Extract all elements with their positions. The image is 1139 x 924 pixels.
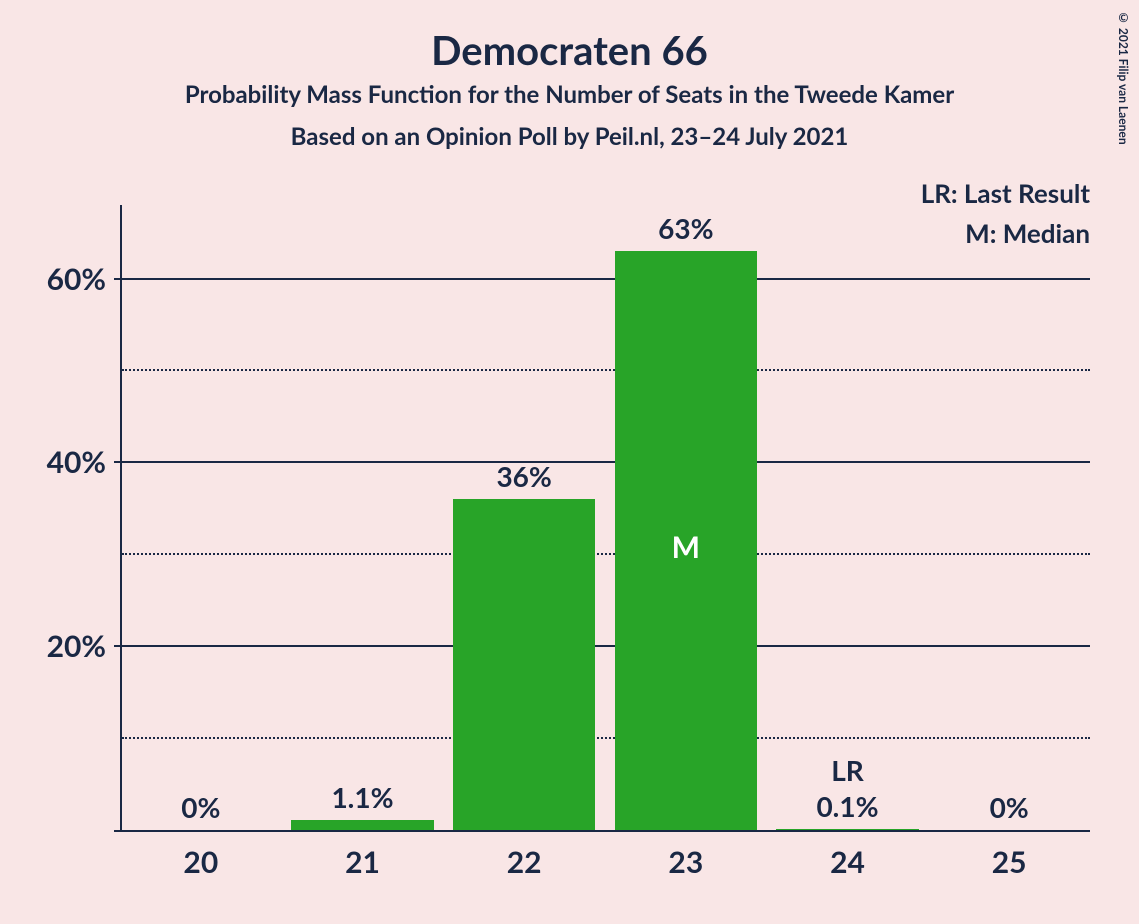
last-result-marker: LR xyxy=(831,753,864,787)
x-axis-label: 22 xyxy=(507,844,542,880)
gridline-major xyxy=(122,461,1090,463)
bar: 0.1%LR xyxy=(776,829,918,830)
gridline-minor xyxy=(122,737,1090,739)
y-axis-label: 20% xyxy=(47,628,106,664)
bar-value-label: 0.1% xyxy=(816,789,878,823)
y-tick xyxy=(114,645,120,647)
bar-value-label: 1.1% xyxy=(331,780,393,814)
y-axis-label: 60% xyxy=(47,261,106,297)
chart-subtitle-1: Probability Mass Function for the Number… xyxy=(0,80,1139,109)
x-axis xyxy=(114,830,1090,832)
median-marker: M xyxy=(672,529,700,565)
bar: 1.1% xyxy=(291,820,433,830)
x-axis-label: 21 xyxy=(345,844,380,880)
x-axis-label: 23 xyxy=(668,844,703,880)
chart-title: Democraten 66 xyxy=(0,26,1139,74)
gridline-major xyxy=(122,278,1090,280)
bar: 63%M xyxy=(615,251,757,830)
legend-lr: LR: Last Result xyxy=(921,177,1090,209)
y-axis-label: 40% xyxy=(47,444,106,480)
x-axis-label: 25 xyxy=(992,844,1027,880)
gridline-minor xyxy=(122,369,1090,371)
chart-plot-area: LR: Last Result M: Median 20%40%60%0%201… xyxy=(120,205,1090,830)
bar: 36% xyxy=(453,499,595,830)
copyright-text: © 2021 Filip van Laenen xyxy=(1116,10,1131,145)
chart-subtitle-2: Based on an Opinion Poll by Peil.nl, 23–… xyxy=(0,122,1139,151)
gridline-minor xyxy=(122,553,1090,555)
bar-value-label: 0% xyxy=(990,790,1029,824)
x-axis-label: 24 xyxy=(830,844,865,880)
y-tick xyxy=(114,278,120,280)
y-tick xyxy=(114,461,120,463)
bar-value-label: 63% xyxy=(658,211,713,245)
bar-value-label: 36% xyxy=(496,459,551,493)
bar-value-label: 0% xyxy=(181,790,220,824)
x-axis-label: 20 xyxy=(183,844,218,880)
legend-m: M: Median xyxy=(965,217,1090,249)
gridline-major xyxy=(122,645,1090,647)
